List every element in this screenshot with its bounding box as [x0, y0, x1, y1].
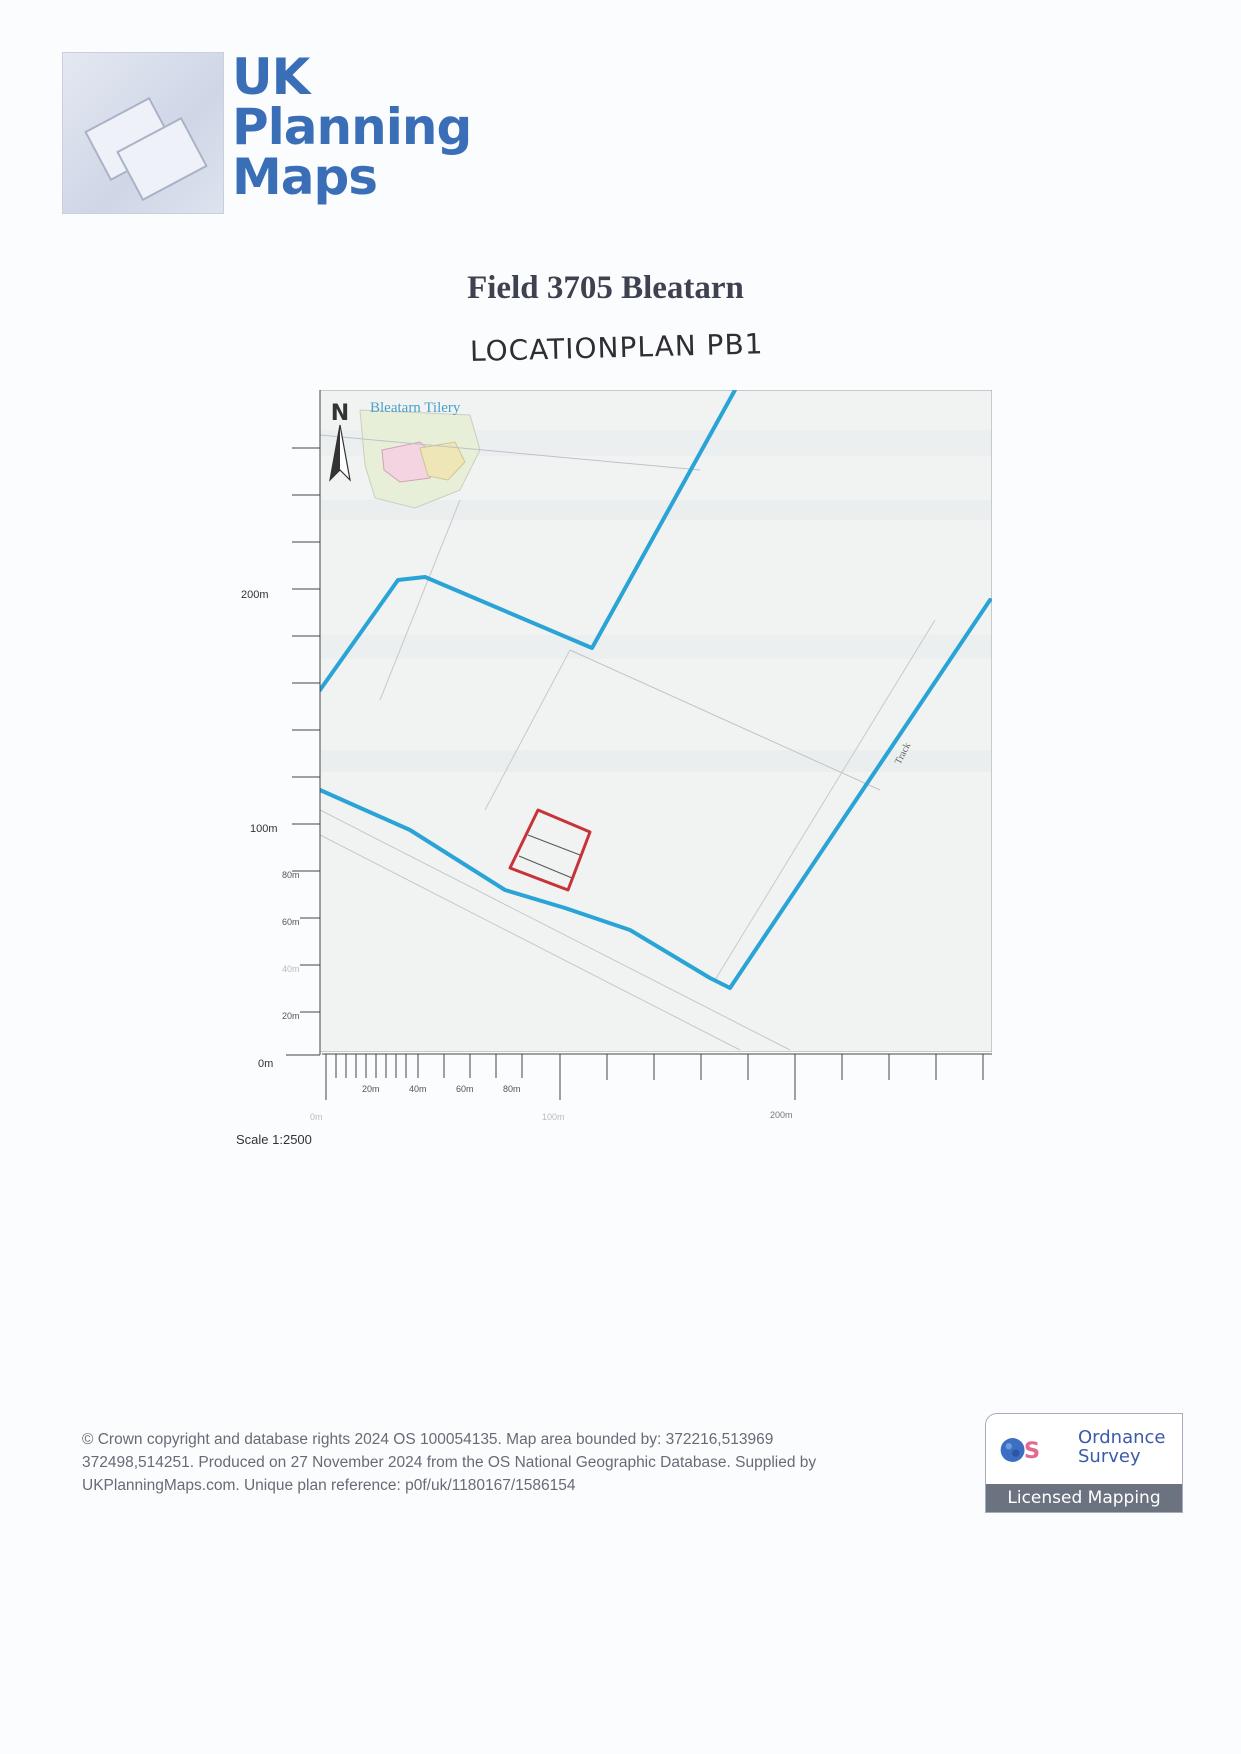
- field-line: [379, 499, 461, 701]
- site-divider: [518, 855, 573, 879]
- north-label: N: [331, 401, 349, 426]
- copyright-line-3: UKPlanningMaps.com. Unique plan referenc…: [82, 1477, 576, 1494]
- site-divider: [527, 834, 581, 856]
- road-edge: [320, 834, 741, 1051]
- y-label-80m: 80m: [282, 870, 300, 880]
- x-axis: [322, 1053, 992, 1100]
- y-label-200m: 200m: [241, 589, 269, 601]
- boundary-south: [320, 598, 992, 990]
- track-edge: [714, 619, 936, 981]
- north-arrow-fill: [330, 425, 340, 480]
- logo-line-1: UK: [232, 48, 310, 106]
- x-label-40m: 40m: [409, 1084, 427, 1094]
- boundary-north: [320, 390, 737, 692]
- field-line: [569, 649, 881, 791]
- y-axis: [286, 390, 321, 1056]
- os-name-line-2: Survey: [1078, 1446, 1141, 1467]
- y-label-20m: 20m: [282, 1011, 300, 1021]
- copyright-line-1: © Crown copyright and database rights 20…: [82, 1431, 774, 1448]
- logo-wordmark: UK Planning Maps: [232, 48, 472, 206]
- y-label-60m: 60m: [282, 917, 300, 927]
- ordnance-survey-name: Ordnance Survey: [1078, 1428, 1166, 1466]
- x-label-0m: 0m: [310, 1112, 323, 1122]
- handwritten-note: LOCATIONPLAN PB1: [469, 327, 764, 368]
- logo-line-2: Planning: [232, 98, 472, 156]
- x-label-100m: 100m: [542, 1112, 565, 1122]
- x-label-20m: 20m: [362, 1084, 380, 1094]
- copyright-line-2: 372498,514251. Produced on 27 November 2…: [82, 1454, 817, 1471]
- copyright-notice: © Crown copyright and database rights 20…: [82, 1428, 942, 1497]
- y-label-100m: 100m: [250, 823, 278, 835]
- field-line: [484, 649, 571, 811]
- place-label: Bleatarn Tilery: [370, 400, 461, 416]
- y-label-40m: 40m: [282, 964, 300, 974]
- map-canvas: N Bleatarn Tilery Track: [320, 390, 992, 1052]
- uk-planning-maps-logo: UK Planning Maps: [62, 52, 472, 222]
- road-edge: [320, 809, 791, 1051]
- licensed-mapping-bar: Licensed Mapping: [986, 1484, 1182, 1512]
- plan-title: Field 3705 Bleatarn: [467, 270, 744, 306]
- ordnance-survey-logo-icon: S: [1000, 1438, 1040, 1464]
- x-label-200m: 200m: [770, 1110, 793, 1120]
- location-map: N Bleatarn Tilery Track: [320, 390, 992, 1052]
- site-outline: [508, 808, 592, 892]
- x-label-60m: 60m: [456, 1084, 474, 1094]
- map-scale: Scale 1:2500: [236, 1132, 312, 1147]
- field-line: [320, 434, 701, 471]
- svg-text:S: S: [1024, 1438, 1040, 1464]
- x-label-80m: 80m: [503, 1084, 521, 1094]
- logo-line-3: Maps: [232, 148, 378, 206]
- os-name-line-1: Ordnance: [1078, 1427, 1166, 1448]
- tilery-building-2: [419, 441, 466, 481]
- y-label-0m: 0m: [258, 1058, 274, 1070]
- ordnance-survey-badge: S Ordnance Survey Licensed Mapping: [985, 1413, 1183, 1513]
- logo-map-thumbnail: [62, 52, 224, 214]
